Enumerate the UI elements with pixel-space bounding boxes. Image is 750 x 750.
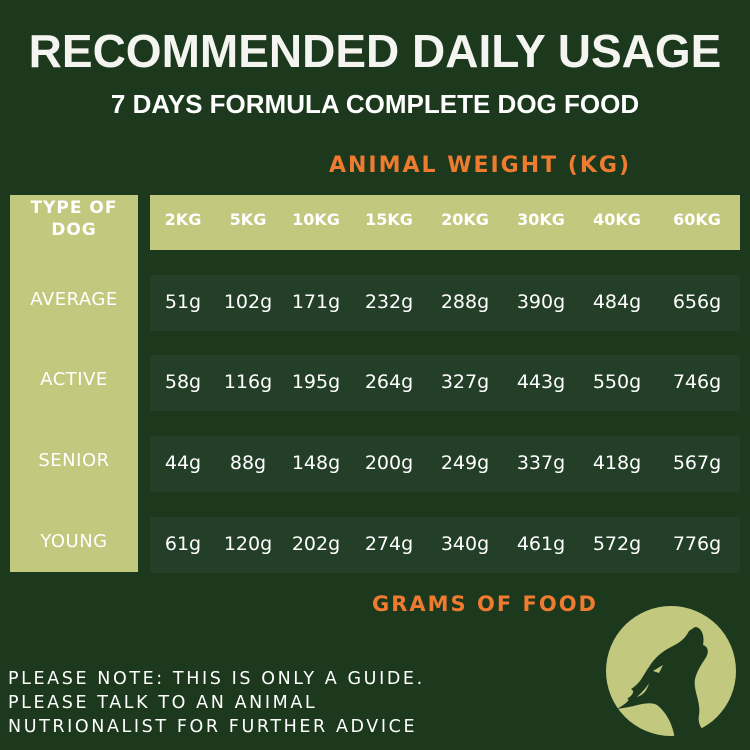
table-cell: 418g: [592, 452, 642, 474]
table-cell: 274g: [364, 533, 414, 555]
column-header: 20KG: [441, 210, 489, 229]
note-line: NUTRIONALIST FOR FURTHER ADVICE: [8, 717, 418, 737]
row-label: YOUNG: [40, 531, 108, 552]
table-cell: 61g: [164, 533, 202, 555]
table-cell: 288g: [440, 291, 490, 313]
table-cell: 550g: [592, 371, 642, 393]
note-line: PLEASE TALK TO AN ANIMAL: [8, 693, 318, 713]
table-cell: 572g: [592, 533, 642, 555]
table-cell: 116g: [223, 371, 273, 393]
table-cell: 390g: [516, 291, 566, 313]
note: PLEASE NOTE: THIS IS ONLY A GUIDE. PLEAS…: [8, 667, 425, 739]
table-cell: 443g: [516, 371, 566, 393]
table-cell: 656g: [672, 291, 722, 313]
table-row: [150, 355, 740, 411]
table-row: [150, 275, 740, 331]
row-label: AVERAGE: [30, 289, 118, 310]
table-cell: 340g: [440, 533, 490, 555]
table-cell: 232g: [364, 291, 414, 313]
column-header: 5KG: [229, 210, 267, 229]
column-header: 2KG: [164, 210, 202, 229]
table-row: [150, 436, 740, 492]
page-subtitle: 7 DAYS FORMULA COMPLETE DOG FOOD: [110, 89, 640, 119]
table-cell: 249g: [440, 452, 490, 474]
table-cell: 88g: [229, 452, 267, 474]
table-cell: 171g: [291, 291, 341, 313]
table-cell: 776g: [672, 533, 722, 555]
table-cell: 44g: [164, 452, 202, 474]
table-cell: 327g: [440, 371, 490, 393]
table-cell: 148g: [291, 452, 341, 474]
note-line: PLEASE NOTE: THIS IS ONLY A GUIDE.: [8, 669, 425, 689]
table-cell: 120g: [223, 533, 273, 555]
type-column-band: [10, 195, 138, 572]
howling-wolf-moon-icon: [606, 606, 736, 740]
table-cell: 264g: [364, 371, 414, 393]
table-cell: 102g: [223, 291, 273, 313]
table-cell: 746g: [672, 371, 722, 393]
table-cell: 567g: [672, 452, 722, 474]
page-title: RECOMMENDED DAILY USAGE: [28, 25, 722, 77]
table-cell: 51g: [164, 291, 202, 313]
table-cell: 58g: [164, 371, 202, 393]
column-group-label: ANIMAL WEIGHT (KG): [328, 153, 632, 178]
column-header: 40KG: [593, 210, 641, 229]
column-header: 10KG: [292, 210, 340, 229]
value-unit-label: GRAMS OF FOOD: [372, 592, 598, 616]
table-cell: 200g: [364, 452, 414, 474]
row-label: SENIOR: [38, 450, 110, 471]
column-header: 30KG: [517, 210, 565, 229]
table-cell: 337g: [516, 452, 566, 474]
column-header: 60KG: [673, 210, 721, 229]
table-cell: 195g: [291, 371, 341, 393]
row-header: TYPE OF DOG: [30, 198, 118, 240]
table-cell: 202g: [291, 533, 341, 555]
column-header: 15KG: [365, 210, 413, 229]
table-cell: 484g: [592, 291, 642, 313]
row-label: ACTIVE: [40, 369, 108, 390]
table-cell: 461g: [516, 533, 566, 555]
table-row: [150, 517, 740, 573]
header-band: [150, 195, 740, 250]
